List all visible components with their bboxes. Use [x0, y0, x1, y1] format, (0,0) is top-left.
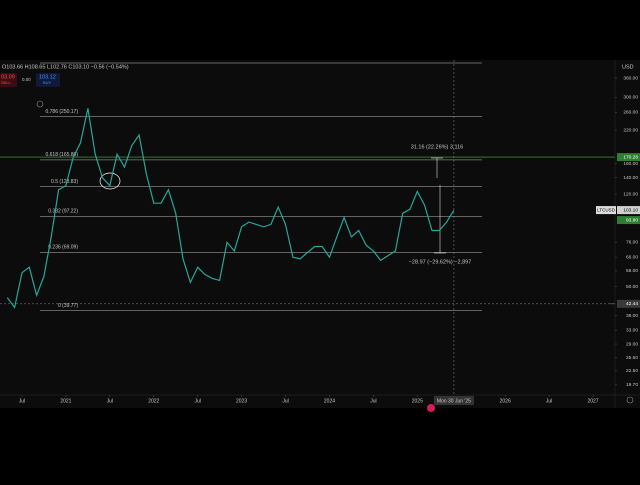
crosshair-tag: [433, 396, 474, 405]
ohlc: O103.66 H108.65 L102.76 C103.10 −0.56 (−…: [2, 64, 129, 70]
x-tick-label: 2025: [412, 398, 423, 404]
buy-price: 103.12: [39, 74, 56, 80]
fib-label: 0.382 (97.22): [48, 209, 78, 215]
y-tick-label: 120.00: [623, 191, 638, 197]
trade-buttons[interactable]: 03.09 SELL 0.00 103.12 BUY: [0, 73, 60, 87]
y-tick-label: 50.00: [626, 284, 638, 290]
y-tick-label: 33.00: [626, 328, 638, 334]
price-marker-label: 103.10: [623, 207, 638, 213]
doodle-circle: [99, 172, 121, 190]
currency: USD: [622, 64, 634, 70]
y-tick-label: 300.00: [623, 95, 638, 101]
y-tick-label: 220.00: [623, 127, 638, 133]
y-tick-label: 25.50: [626, 355, 638, 361]
symbol-tag: [596, 206, 616, 215]
x-tick-label: Jul: [370, 398, 376, 404]
sell-label: SELL: [1, 80, 12, 85]
x-tick-label: Jul: [19, 398, 25, 404]
price-marker-label: 170.28: [623, 154, 638, 160]
fib-label: 0.618 (165.80): [45, 152, 78, 158]
price-marker: [617, 206, 640, 215]
buy-label: BUY: [43, 80, 52, 85]
fib-label: 0.786 (250.17): [45, 109, 78, 115]
event-icon[interactable]: [427, 404, 435, 412]
buy-button[interactable]: [36, 73, 60, 87]
y-tick-label: 19.70: [626, 382, 638, 388]
y-tick-label: 29.00: [626, 341, 638, 347]
price-marker: [617, 153, 640, 162]
crosshair-label: Mon 30 Jun '25: [437, 398, 471, 404]
x-tick-label: 2023: [236, 398, 247, 404]
chart-area: [0, 60, 640, 408]
x-tick-label: Jul: [194, 398, 200, 404]
x-tick-label: 2021: [60, 398, 71, 404]
y-tick-label: 140.00: [623, 175, 638, 181]
x-tick-label: 2022: [148, 398, 159, 404]
y-tick-label: 38.00: [626, 313, 638, 319]
icon: [36, 100, 44, 108]
y-tick-label: 260.00: [623, 110, 638, 116]
x-tick-label: 2024: [324, 398, 335, 404]
y-tick-label: 58.00: [626, 268, 638, 274]
y-tick-label: 360.00: [623, 75, 638, 81]
price-line: [6, 108, 455, 309]
fib-label: 0 (39.77): [58, 303, 78, 309]
price-marker-label: 93.80: [626, 217, 638, 223]
x-tick-label: 2026: [500, 398, 511, 404]
price-marker-label: 42.44: [626, 301, 638, 307]
spread: 0.00: [22, 77, 31, 82]
settings-icon[interactable]: [626, 396, 634, 404]
fib-label: 0.5 (128.83): [51, 179, 78, 185]
symbol: LTCUSD: [597, 207, 615, 212]
x-tick-label: Jul: [546, 398, 552, 404]
measure-down-label: −28.97 (−29.62%) −2,897: [409, 259, 472, 265]
sell-price: 03.09: [1, 74, 15, 80]
measure-up-label: 31.16 (22.26%) 3,116: [411, 144, 464, 150]
x-tick-label: Jul: [107, 398, 113, 404]
y-tick-label: 66.00: [626, 254, 638, 260]
x-tick-label: Jul: [282, 398, 288, 404]
y-tick-label: 22.50: [626, 368, 638, 374]
sell-button[interactable]: [0, 73, 17, 87]
fib-label: 0.236 (69.09): [48, 245, 78, 251]
x-tick-label: 2027: [587, 398, 598, 404]
y-tick-label: 76.00: [626, 240, 638, 246]
price-marker: [617, 299, 640, 308]
y-tick-label: 160.00: [623, 161, 638, 167]
price-marker: [617, 216, 640, 225]
